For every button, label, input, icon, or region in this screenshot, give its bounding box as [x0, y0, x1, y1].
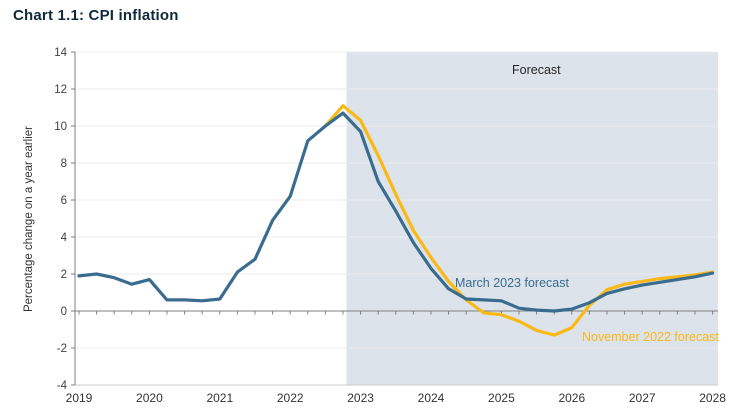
y-tick-label: 12	[54, 84, 67, 96]
y-tick-label: 6	[61, 195, 67, 207]
y-tick-label: 10	[54, 121, 67, 133]
x-year-label: 2024	[418, 391, 445, 405]
x-year-label: 2027	[629, 391, 656, 405]
forecast-region-label: Forecast	[512, 63, 561, 77]
x-year-label: 2023	[347, 391, 374, 405]
x-year-label: 2022	[277, 391, 304, 405]
y-tick-label: -4	[57, 380, 68, 392]
y-tick-label: 2	[61, 269, 67, 281]
november-2022-forecast-label: November 2022 forecast	[582, 330, 719, 344]
x-year-label: 2025	[488, 391, 515, 405]
y-tick-label: -2	[57, 343, 67, 355]
x-year-label: 2019	[66, 391, 93, 405]
march-2023-forecast-label: March 2023 forecast	[455, 276, 569, 290]
march-2023-forecast-line	[77, 111, 715, 313]
y-tick-label: 8	[61, 158, 67, 170]
x-year-label: 2026	[558, 391, 585, 405]
chart-title: Chart 1.1: CPI inflation	[13, 7, 179, 24]
y-axis-label: Percentage change on a year earlier	[23, 125, 35, 313]
x-year-label: 2021	[206, 391, 233, 405]
x-year-label: 2028	[699, 391, 726, 405]
november-2022-forecast-line	[323, 104, 715, 337]
x-year-label: 2020	[136, 391, 163, 405]
y-tick-label: 14	[54, 47, 67, 59]
y-tick-label: 4	[61, 232, 68, 244]
y-tick-label: 0	[61, 306, 67, 318]
